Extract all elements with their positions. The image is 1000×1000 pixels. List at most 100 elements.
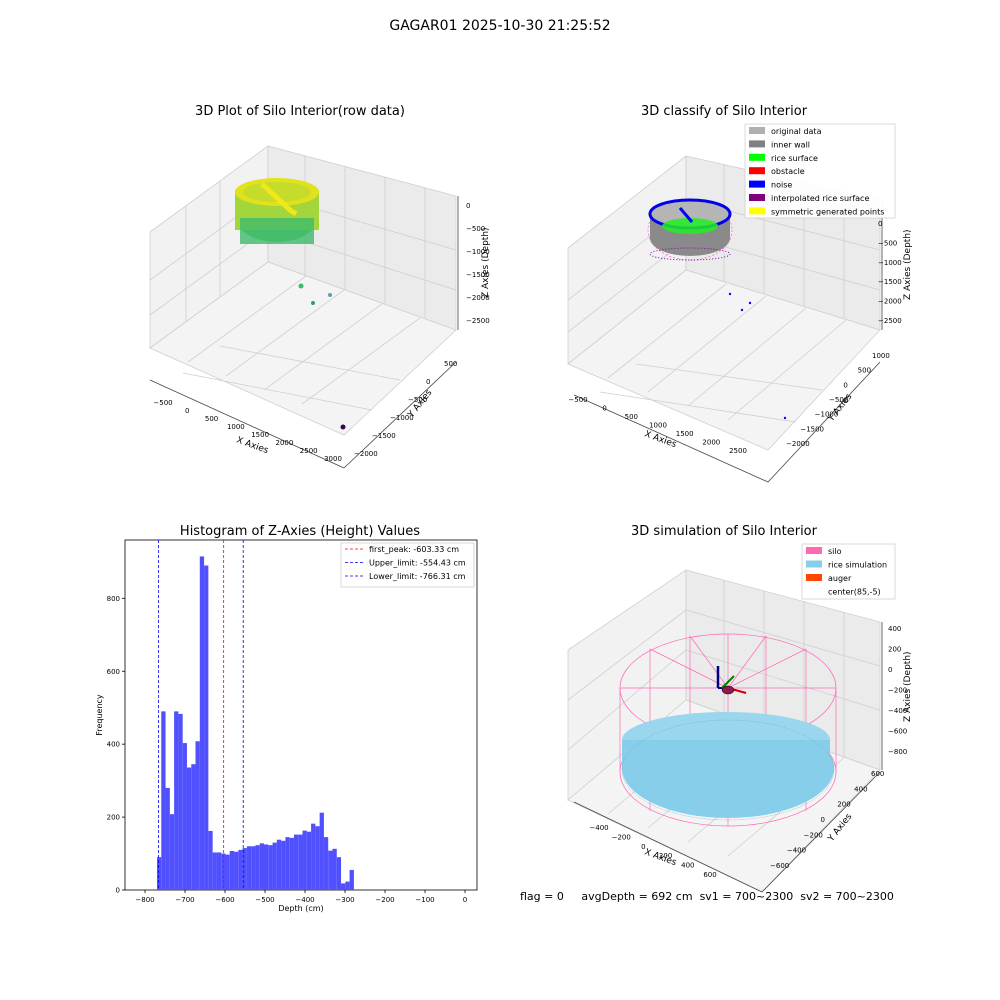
- classify-legend-item-label: rice surface: [771, 154, 818, 163]
- histogram-x-tick: −800: [135, 896, 154, 904]
- panel-title-raw: 3D Plot of Silo Interior(row data): [195, 104, 405, 119]
- raw-z-tick: −500: [466, 225, 485, 233]
- histogram-y-tick: 400: [107, 741, 120, 749]
- classify-legend-item-swatch: [749, 180, 765, 188]
- figure-title: GAGAR01 2025-10-30 21:25:52: [389, 18, 611, 34]
- classify-x-tick: 1000: [649, 422, 667, 430]
- classify-legend-item-label: interpolated rice surface: [771, 194, 869, 203]
- histogram-bar: [276, 839, 282, 890]
- raw-z-ticks: 0 −500 −1000 −1500 −2000 −2500: [466, 202, 490, 325]
- histogram-y-ticks: 0 200 400 600 800: [107, 595, 125, 895]
- histogram-bar: [191, 764, 196, 890]
- histogram-bar: [281, 840, 286, 890]
- simulation-z-tick: 0: [888, 666, 892, 674]
- raw-y-tick: −1000: [390, 414, 414, 422]
- simulation-y-tick: −400: [787, 847, 806, 855]
- histogram-y-tick: 0: [116, 887, 120, 895]
- histogram-bar: [306, 831, 312, 890]
- classify-y-tick: −2000: [786, 440, 810, 448]
- raw-y-tick: −500: [408, 396, 427, 404]
- classify-z-tick: −1500: [878, 278, 902, 286]
- status-line: flag = 0 avgDepth = 692 cm sv1 = 700~230…: [520, 890, 894, 903]
- histogram-legend-label: first_peak: -603.33 cm: [369, 545, 459, 554]
- histogram-reference-lines: [158, 540, 244, 890]
- histogram-y-tick: 600: [107, 668, 120, 676]
- simulation-x-tick: 600: [703, 871, 716, 879]
- raw-x-ticks: −500 0 500 1000 1500 2000 2500 3000: [153, 399, 342, 463]
- panel-title-simulation: 3D simulation of Silo Interior: [631, 524, 817, 539]
- classify-legend-item-swatch: [749, 140, 765, 148]
- raw-z-tick: −2500: [466, 317, 490, 325]
- histogram-bar: [336, 857, 342, 890]
- classify-z-tick: −2000: [878, 298, 902, 306]
- raw-axis-lines: [149, 196, 459, 469]
- raw-x-tick: −500: [153, 399, 172, 407]
- simulation-z-tick: −800: [888, 748, 907, 756]
- raw-x-tick: 2000: [276, 439, 294, 447]
- simulation-x-tick: 400: [681, 862, 694, 870]
- histogram-bar: [229, 850, 235, 890]
- histogram-bars: [157, 556, 354, 890]
- histogram-bar: [186, 767, 192, 890]
- simulation-x-label: X Axies: [643, 847, 678, 868]
- histogram-bar: [264, 844, 269, 890]
- status-sv2: sv2 = 700~2300: [800, 890, 894, 903]
- histogram-bar: [349, 869, 354, 890]
- histogram-bar: [195, 741, 200, 890]
- auger-marker: [716, 666, 747, 695]
- simulation-legend-item-label: silo: [828, 547, 842, 556]
- histogram-x-tick: −400: [295, 896, 314, 904]
- histogram-bar: [169, 814, 175, 890]
- histogram-bar: [157, 857, 162, 890]
- classify-axis-lines: [573, 200, 883, 483]
- raw-z-tick: −1000: [466, 248, 490, 256]
- panel-title-histogram: Histogram of Z-Axies (Height) Values: [179, 524, 421, 539]
- classify-y-tick: 500: [858, 367, 871, 375]
- classify-z-tick: −2500: [878, 317, 902, 325]
- status-sv1: sv1 = 700~2300: [699, 890, 794, 903]
- classify-y-tick: −1000: [815, 411, 839, 419]
- simulation-z-tick: 400: [888, 625, 901, 633]
- histogram-bar: [289, 837, 294, 890]
- histogram-bar: [259, 843, 264, 890]
- classify-legend-item-swatch: [749, 167, 765, 175]
- simulation-legend-item-swatch: [806, 547, 822, 554]
- simulation-legend: silo rice simulation auger center(85,-5): [801, 543, 896, 600]
- classify-legend-item-swatch: [749, 194, 765, 201]
- simulation-x-tick: 200: [659, 852, 672, 860]
- histogram-y-label: Frequency: [95, 694, 104, 736]
- simulation-y-tick: 600: [871, 770, 884, 778]
- histogram-x-ticks: −800 −700 −600 −500 −400 −300 −200 −100 0: [135, 890, 467, 904]
- histogram-bar: [199, 556, 205, 890]
- raw-x-tick: 500: [205, 415, 218, 423]
- classify-y-tick: 1000: [872, 352, 890, 360]
- panel-title-classify: 3D classify of Silo Interior: [640, 104, 808, 119]
- histogram-bar: [272, 842, 277, 890]
- classify-legend-item-swatch: [749, 207, 765, 215]
- classify-y-tick: −500: [829, 396, 848, 404]
- histogram-bar: [225, 854, 230, 890]
- classify-z-tick: −1000: [878, 259, 902, 267]
- histogram-bar: [212, 852, 217, 890]
- histogram-legend-label: Upper_limit: -554.43 cm: [369, 559, 466, 568]
- histogram-bar: [268, 845, 273, 890]
- raw-x-tick: 1000: [227, 423, 245, 431]
- histogram-x-tick: 0: [463, 896, 467, 904]
- classify-x-tick: 500: [625, 413, 638, 421]
- classify-legend-item-label: noise: [771, 181, 792, 190]
- raw-x-tick: 3000: [324, 455, 342, 463]
- histogram-legend: first_peak: -603.33 cm Upper_limit: -554.…: [340, 542, 475, 588]
- classify-silo-cloud: [647, 198, 787, 420]
- classify-z-ticks: 0 −500 −1000 −1500 −2000 −2500: [878, 220, 902, 325]
- histogram-x-label: Depth (cm): [278, 904, 323, 913]
- raw-silo-cloud: [235, 178, 346, 430]
- simulation-z-tick: −600: [888, 728, 907, 736]
- histogram-bar: [293, 834, 299, 890]
- simulation-x-tick: −200: [612, 833, 631, 841]
- raw-x-tick: 0: [185, 407, 189, 415]
- histogram-bar: [238, 849, 243, 890]
- status-avg-depth: avgDepth = 692 cm: [581, 890, 693, 903]
